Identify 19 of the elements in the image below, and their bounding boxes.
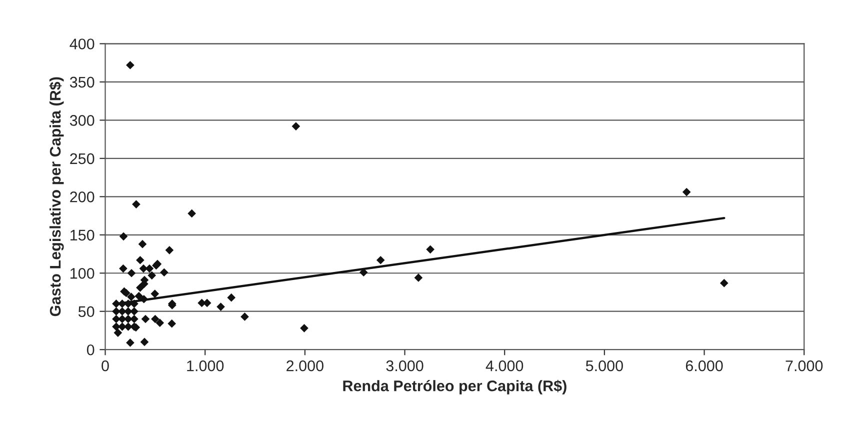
x-tick-label: 5.000 bbox=[586, 360, 623, 372]
x-tick-label: 0 bbox=[102, 360, 109, 372]
y-tick-label: 150 bbox=[70, 230, 94, 241]
y-tick-label: 50 bbox=[78, 306, 94, 318]
y-tick-label: 200 bbox=[70, 192, 94, 202]
x-tick-label: 1.000 bbox=[187, 360, 224, 372]
y-axis-title: Gasto Legislativo per Capita (R$) bbox=[49, 77, 64, 316]
y-tick-label: 350 bbox=[70, 76, 94, 88]
x-tick-label: 3.000 bbox=[386, 360, 424, 372]
x-tick-label: 2.000 bbox=[286, 360, 324, 372]
y-tick-label: 100 bbox=[70, 268, 94, 279]
x-axis-title: Renda Petróleo per Capita (R$) bbox=[343, 380, 566, 394]
x-tick-label: 4.000 bbox=[486, 360, 524, 372]
y-tick-label: 300 bbox=[70, 115, 94, 126]
x-tick-label: 6.000 bbox=[686, 360, 723, 372]
y-tick-label: 250 bbox=[70, 153, 94, 164]
y-tick-label: 400 bbox=[70, 38, 94, 50]
x-tick-label: 7.000 bbox=[786, 360, 823, 372]
y-tick-label: 0 bbox=[86, 344, 94, 356]
